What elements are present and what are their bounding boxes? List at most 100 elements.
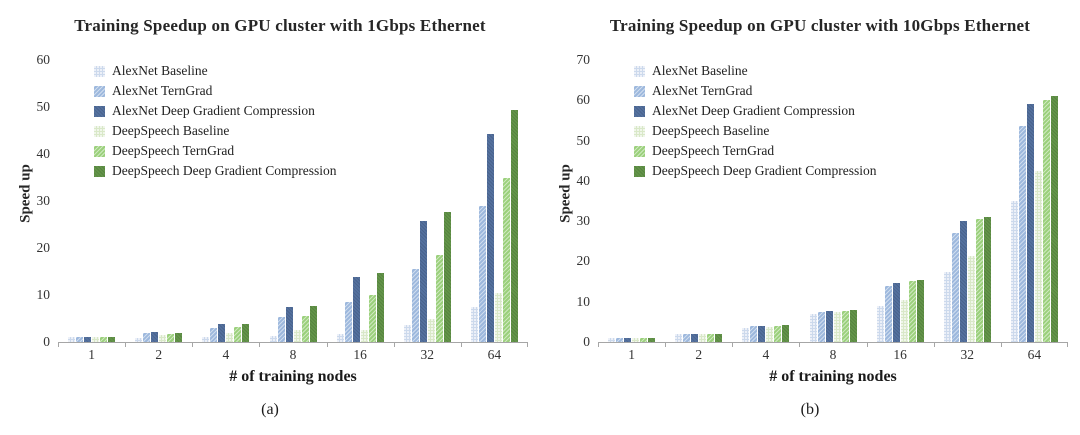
x-axis-tick-mark: [1000, 343, 1002, 347]
x-axis-tick-mark: [665, 343, 667, 347]
x-axis-tick-mark: [732, 343, 734, 347]
bar-deepspeech-terngrad: [841, 310, 849, 342]
legend-label: DeepSpeech Deep Gradient Compression: [652, 163, 877, 178]
bar-alexnet-terngrad: [750, 326, 758, 342]
bar-alexnet-terngrad: [1018, 126, 1026, 342]
bar-deepspeech-deep-gradient-compression: [715, 333, 723, 342]
legend-label: DeepSpeech Baseline: [652, 123, 770, 138]
x-tick-label: 2: [695, 347, 703, 362]
bar-alexnet-terngrad: [210, 327, 218, 342]
legend-swatch: [634, 105, 645, 117]
x-axis-tick-mark: [326, 343, 328, 347]
y-tick-label: 40: [36, 146, 51, 161]
plot-area: AlexNet Baseline AlexNet TernGrad AlexNet …: [58, 60, 528, 343]
x-axis-tick-mark: [460, 343, 462, 347]
bar-alexnet-terngrad: [683, 333, 691, 342]
bar-alexnet-deep-gradient-compression: [892, 282, 900, 342]
bar-alexnet-terngrad: [951, 233, 959, 342]
bar-alexnet-deep-gradient-compression: [624, 337, 632, 342]
x-axis-label: # of training nodes: [229, 368, 357, 385]
legend-label: DeepSpeech Deep Gradient Compression: [112, 163, 337, 178]
bar-alexnet-terngrad: [884, 285, 892, 342]
legend-swatch: [634, 145, 645, 157]
bar-alexnet-deep-gradient-compression: [352, 277, 360, 342]
bar-alexnet-deep-gradient-compression: [959, 221, 967, 342]
x-axis-tick-mark: [125, 343, 127, 347]
y-tick-label: 50: [576, 132, 591, 148]
bar-alexnet-terngrad: [76, 337, 84, 342]
bar-deepspeech-terngrad: [368, 295, 376, 342]
bar-deepspeech-baseline: [92, 337, 100, 342]
legend-item: DeepSpeech TernGrad: [94, 141, 337, 161]
bar-alexnet-terngrad: [817, 312, 825, 342]
bar-deepspeech-terngrad: [774, 325, 782, 342]
bar-deepspeech-deep-gradient-compression: [849, 309, 857, 342]
bar-deepspeech-deep-gradient-compression: [782, 325, 790, 342]
bar-deepspeech-baseline: [427, 318, 435, 342]
bar-alexnet-baseline: [135, 337, 143, 342]
bar-deepspeech-deep-gradient-compression: [242, 323, 250, 342]
chart-title: Training Speedup on GPU cluster with 1Gb…: [74, 16, 486, 35]
bar-alexnet-baseline: [675, 334, 683, 342]
y-tick-label: 0: [583, 334, 590, 349]
bar-alexnet-baseline: [68, 337, 76, 342]
x-tick-label: 16: [893, 347, 907, 362]
legend-item: AlexNet Baseline: [634, 61, 877, 81]
x-axis-tick-mark: [933, 343, 935, 347]
x-tick-label: 64: [1027, 347, 1042, 362]
bar-deepspeech-baseline: [699, 334, 707, 342]
y-axis: 0 10 20 30 40 50 60 70: [556, 52, 594, 349]
legend-label: DeepSpeech TernGrad: [112, 143, 235, 158]
legend-label: AlexNet TernGrad: [652, 83, 753, 98]
x-tick-label: 1: [88, 347, 95, 362]
bar-alexnet-terngrad: [478, 205, 486, 342]
bar-deepspeech-deep-gradient-compression: [1050, 96, 1058, 342]
x-axis-tick-mark: [1067, 343, 1068, 347]
bar-deepspeech-terngrad: [435, 255, 443, 342]
plot-area: AlexNet Baseline AlexNet TernGrad AlexNet …: [598, 60, 1068, 343]
bar-deepspeech-deep-gradient-compression: [648, 337, 656, 342]
x-axis-tick-mark: [393, 343, 395, 347]
chart-10gbps-ethernet: Training Speedup on GPU cluster with 10G…: [540, 0, 1080, 435]
bar-alexnet-deep-gradient-compression: [825, 311, 833, 342]
bar-alexnet-deep-gradient-compression: [486, 133, 494, 342]
bar-alexnet-deep-gradient-compression: [218, 323, 226, 342]
bar-alexnet-baseline: [1010, 201, 1018, 342]
bar-deepspeech-terngrad: [908, 280, 916, 342]
bar-deepspeech-deep-gradient-compression: [376, 272, 384, 342]
legend-swatch: [94, 145, 105, 157]
x-tick-label: 8: [829, 347, 837, 362]
bar-deepspeech-terngrad: [975, 219, 983, 342]
y-tick-label: 30: [576, 213, 591, 229]
bar-deepspeech-deep-gradient-compression: [175, 332, 183, 342]
legend-item: DeepSpeech Baseline: [634, 121, 877, 141]
subfigure-caption: (a): [261, 401, 279, 418]
bar-deepspeech-baseline: [632, 337, 640, 342]
bar-alexnet-deep-gradient-compression: [691, 333, 699, 342]
bar-alexnet-baseline: [269, 335, 277, 342]
legend: AlexNet Baseline AlexNet TernGrad AlexNet …: [634, 61, 877, 181]
bar-alexnet-baseline: [742, 327, 750, 342]
y-tick-label: 40: [576, 172, 591, 188]
legend-label: AlexNet Baseline: [652, 63, 748, 78]
x-axis-tick-mark: [259, 343, 261, 347]
bar-deepspeech-baseline: [293, 330, 301, 342]
bar-alexnet-baseline: [809, 313, 817, 342]
bar-alexnet-baseline: [608, 337, 616, 342]
bar-deepspeech-terngrad: [100, 337, 108, 342]
bar-deepspeech-baseline: [766, 326, 774, 342]
bar-deepspeech-terngrad: [1042, 100, 1050, 342]
x-axis-tick-mark: [598, 343, 599, 347]
bar-alexnet-baseline: [202, 336, 210, 342]
legend-item: AlexNet TernGrad: [94, 81, 337, 101]
legend-label: AlexNet Deep Gradient Compression: [652, 103, 855, 118]
bar-alexnet-baseline: [876, 305, 884, 342]
x-tick-label: 32: [960, 347, 975, 362]
subfigure-caption: (b): [800, 401, 820, 418]
y-tick-label: 60: [36, 52, 51, 67]
x-axis-tick-mark: [866, 343, 868, 347]
y-tick-label: 10: [576, 293, 591, 309]
legend: AlexNet Baseline AlexNet TernGrad AlexNet …: [94, 61, 337, 181]
y-tick-label: 20: [36, 240, 51, 255]
